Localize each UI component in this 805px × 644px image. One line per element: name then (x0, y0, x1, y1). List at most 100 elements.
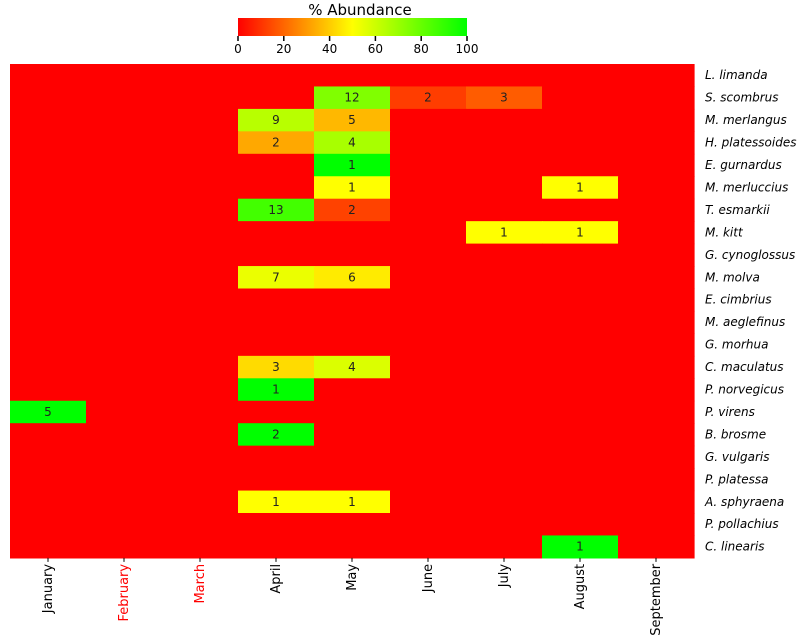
heatmap-cell (10, 513, 87, 537)
cell-value-label: 2 (272, 136, 280, 150)
heatmap-cell (162, 378, 239, 402)
heatmap-cell (466, 490, 543, 514)
heatmap-cell (314, 288, 391, 312)
heatmap-cell (390, 108, 467, 132)
column-label: August (573, 564, 588, 610)
heatmap-cell (86, 64, 163, 88)
heatmap-cell (542, 468, 619, 492)
heatmap-cell (466, 266, 543, 290)
heatmap-cell (238, 131, 315, 155)
heatmap-cell (238, 153, 315, 177)
heatmap-cell (238, 333, 315, 357)
heatmap-cell (86, 490, 163, 514)
cell-value-label: 3 (272, 360, 280, 374)
heatmap-cell (542, 333, 619, 357)
heatmap-cell (466, 221, 543, 245)
heatmap-cell (390, 400, 467, 424)
colorbar-tick-label: 20 (276, 42, 291, 56)
heatmap-cell (542, 198, 619, 222)
heatmap-cell (86, 221, 163, 245)
column-label: July (497, 564, 512, 589)
colorbar-tick-label: 0 (234, 42, 242, 56)
heatmap-cell (542, 153, 619, 177)
heatmap-grid: 12 2 3 9 5 2 4 1 1 1 13 2 1 1 7 6 3 4 1 5 2 1 1 1 (10, 64, 695, 559)
row-label: P. virens (705, 405, 755, 419)
heatmap-cell (542, 310, 619, 334)
column-label: June (421, 564, 436, 593)
cell-value-label: 12 (344, 91, 359, 105)
heatmap-cell (618, 400, 695, 424)
heatmap-cell (618, 153, 695, 177)
row-label: G. morhua (705, 338, 768, 352)
heatmap-cell (10, 468, 87, 492)
heatmap-cell (618, 243, 695, 267)
heatmap-cell (238, 468, 315, 492)
heatmap-cell (86, 86, 163, 110)
heatmap-cell (10, 445, 87, 469)
column-label: April (269, 564, 284, 594)
heatmap-cell (390, 243, 467, 267)
heatmap-cell (390, 445, 467, 469)
heatmap-cell (162, 535, 239, 559)
row-label: M. molva (705, 270, 760, 284)
heatmap-cell (238, 266, 315, 290)
cell-value-label: 13 (268, 203, 283, 217)
row-label: G. cynoglossus (705, 248, 795, 262)
heatmap-cell (542, 108, 619, 132)
heatmap-cell (238, 86, 315, 110)
heatmap-cell (390, 266, 467, 290)
heatmap-cell (618, 108, 695, 132)
heatmap-cell (618, 378, 695, 402)
heatmap-cell (238, 310, 315, 334)
heatmap-cell (86, 243, 163, 267)
heatmap-cell (10, 153, 87, 177)
colorbar-gradient (238, 18, 467, 36)
heatmap-cell (466, 468, 543, 492)
heatmap-cell (466, 513, 543, 537)
heatmap-cell (162, 176, 239, 200)
heatmap-cell (314, 445, 391, 469)
row-label: T. esmarkii (705, 203, 770, 217)
heatmap-cell (542, 535, 619, 559)
colorbar: % Abundance 0 20 40 60 80 100 (234, 1, 478, 56)
heatmap-cell (86, 445, 163, 469)
row-label: M. merluccius (705, 180, 788, 194)
row-label: L. limanda (705, 68, 768, 82)
heatmap-cell (466, 400, 543, 424)
heatmap-cell (86, 153, 163, 177)
heatmap-cell (162, 468, 239, 492)
heatmap-cell (466, 153, 543, 177)
heatmap-cell (314, 310, 391, 334)
heatmap-cell (162, 131, 239, 155)
heatmap-cell (390, 490, 467, 514)
heatmap-cell (10, 266, 87, 290)
heatmap-cell (618, 513, 695, 537)
heatmap-cell (542, 288, 619, 312)
heatmap-cell (10, 310, 87, 334)
heatmap-cell (10, 131, 87, 155)
heatmap-cell (314, 221, 391, 245)
heatmap-cell (238, 535, 315, 559)
heatmap-cell (466, 535, 543, 559)
heatmap-cell (390, 288, 467, 312)
heatmap-cell (162, 288, 239, 312)
heatmap-cell (314, 400, 391, 424)
row-label: P. norvegicus (705, 383, 784, 397)
heatmap-cell (390, 221, 467, 245)
heatmap-cell (238, 108, 315, 132)
heatmap-cell (618, 355, 695, 379)
heatmap-cell (238, 423, 315, 447)
heatmap-cell (86, 310, 163, 334)
heatmap-cell (86, 198, 163, 222)
heatmap-cell (86, 355, 163, 379)
heatmap-cell (618, 310, 695, 334)
heatmap-cell (314, 378, 391, 402)
heatmap-cell (618, 86, 695, 110)
heatmap-cell (542, 131, 619, 155)
cell-value-label: 1 (576, 540, 584, 554)
colorbar-ticks: 0 20 40 60 80 100 (234, 36, 478, 56)
heatmap-cell (10, 64, 87, 88)
heatmap-cell (10, 198, 87, 222)
heatmap-cell (238, 445, 315, 469)
heatmap-cell (162, 153, 239, 177)
